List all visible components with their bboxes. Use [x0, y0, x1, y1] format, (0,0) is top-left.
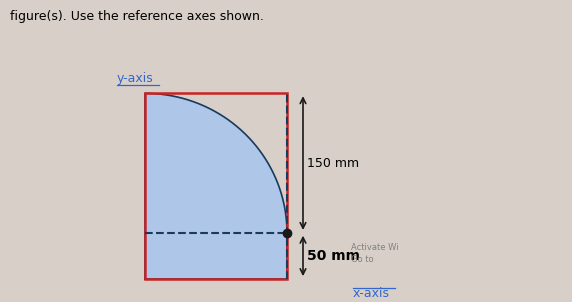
Text: 150 mm: 150 mm: [307, 156, 359, 170]
Text: x-axis: x-axis: [353, 287, 390, 300]
Text: 50 mm: 50 mm: [307, 249, 360, 263]
Bar: [145, 93, 287, 279]
Polygon shape: [145, 93, 287, 279]
Text: figure(s). Use the reference axes shown.: figure(s). Use the reference axes shown.: [10, 10, 264, 23]
Text: Activate Wi: Activate Wi: [351, 243, 399, 252]
Text: y-axis: y-axis: [117, 72, 154, 85]
Text: Go to: Go to: [351, 255, 374, 264]
